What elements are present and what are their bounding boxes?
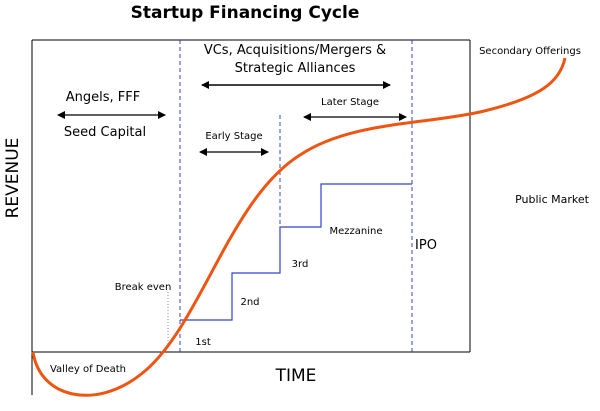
title: Startup Financing Cycle <box>131 3 360 23</box>
label: Early Stage <box>205 131 262 142</box>
revenue-curve <box>31 57 567 397</box>
label: Seed Capital <box>64 125 146 140</box>
x-axis-label: TIME <box>275 366 317 386</box>
label: Later Stage <box>321 97 379 108</box>
label: Mezzanine <box>329 226 382 237</box>
label: Strategic Alliances <box>235 61 356 76</box>
label: Valley of Death <box>50 364 126 375</box>
label: 2nd <box>240 297 259 308</box>
label: 3rd <box>292 259 309 270</box>
label: Angels, FFF <box>66 90 140 105</box>
funding-steps <box>180 183 412 321</box>
label: Public Market <box>515 193 590 206</box>
label: IPO <box>415 238 437 253</box>
label: VCs, Acquisitions/Mergers & <box>204 43 386 58</box>
y-axis-label: REVENUE <box>3 138 23 219</box>
label: 1st <box>195 337 211 348</box>
label: Secondary Offerings <box>479 46 581 57</box>
label: Break even <box>115 282 172 293</box>
